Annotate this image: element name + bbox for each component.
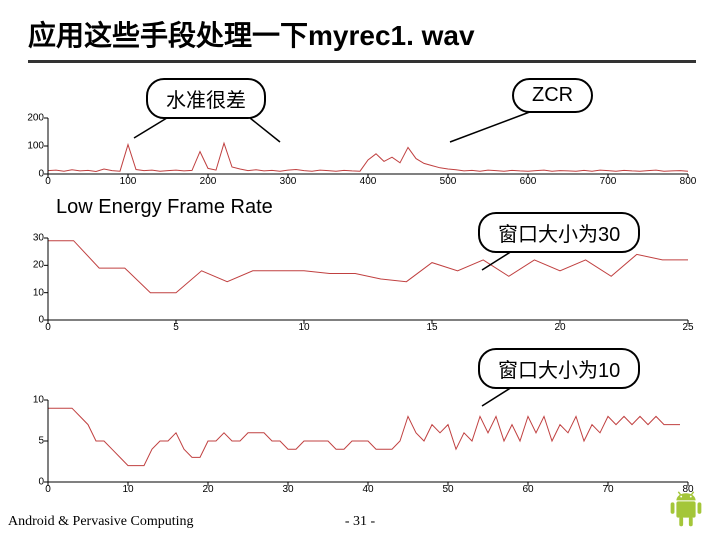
y-tick-label: 100	[27, 141, 48, 152]
y-tick-label: 10	[33, 287, 48, 298]
x-tick-label: 60	[522, 482, 533, 495]
callout-win30: 窗口大小为30	[478, 212, 640, 253]
x-tick-label: 100	[120, 174, 137, 187]
x-tick-label: 50	[442, 482, 453, 495]
x-tick-label: 10	[298, 320, 309, 333]
x-tick-label: 300	[280, 174, 297, 187]
x-tick-label: 5	[173, 320, 179, 333]
x-tick-label: 40	[362, 482, 373, 495]
callout-poor: 水准很差	[146, 78, 266, 119]
x-tick-label: 500	[440, 174, 457, 187]
x-tick-label: 400	[360, 174, 377, 187]
callout-zcr-tail	[440, 108, 560, 148]
x-tick-label: 0	[45, 320, 51, 333]
y-tick-label: 10	[33, 395, 48, 406]
android-icon	[662, 486, 710, 534]
x-tick-label: 200	[200, 174, 217, 187]
y-tick-label: 200	[27, 113, 48, 124]
x-tick-label: 70	[602, 482, 613, 495]
x-tick-label: 10	[122, 482, 133, 495]
section-label-energy: Low Energy Frame Rate	[56, 196, 273, 219]
x-tick-label: 25	[682, 320, 693, 333]
x-tick-label: 20	[202, 482, 213, 495]
y-tick-label: 5	[38, 436, 48, 447]
footer-left: Android & Pervasive Computing	[8, 514, 194, 530]
title-underline	[28, 60, 696, 63]
x-tick-label: 600	[520, 174, 537, 187]
callout-win10: 窗口大小为10	[478, 348, 640, 389]
y-tick-label: 20	[33, 260, 48, 271]
x-tick-label: 15	[426, 320, 437, 333]
x-tick-label: 0	[45, 482, 51, 495]
x-tick-label: 30	[282, 482, 293, 495]
y-tick-label: 30	[33, 233, 48, 244]
x-tick-label: 700	[600, 174, 617, 187]
x-tick-label: 0	[45, 174, 51, 187]
x-tick-label: 20	[554, 320, 565, 333]
page-number: - 31 -	[345, 514, 375, 530]
x-tick-label: 800	[680, 174, 697, 187]
energy-chart-10: 051001020304050607080	[48, 400, 688, 482]
page-title: 应用这些手段处理一下myrec1. wav	[0, 0, 720, 60]
callout-zcr: ZCR	[512, 78, 593, 113]
